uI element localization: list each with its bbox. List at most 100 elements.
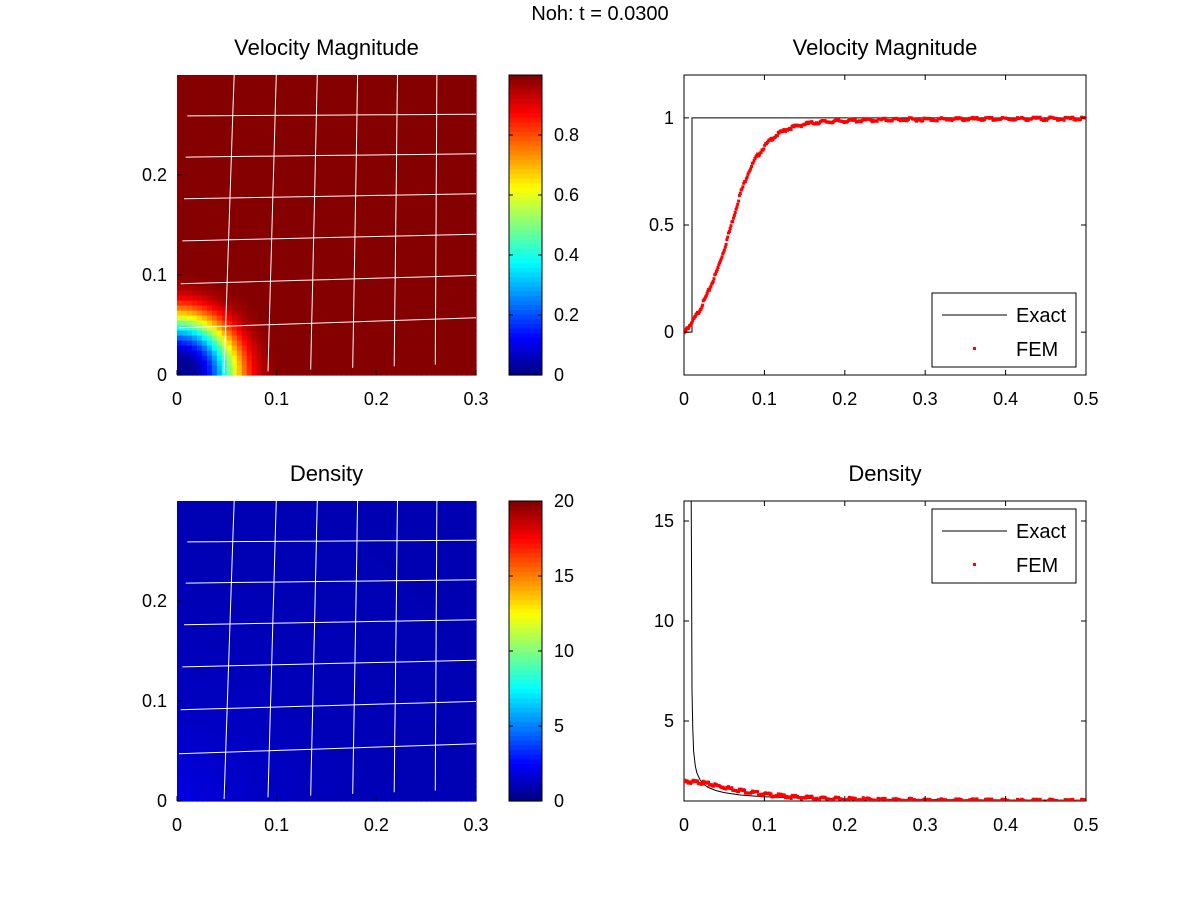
- heatmap-cell: [206, 701, 213, 707]
- heatmap-cell: [336, 110, 343, 116]
- heatmap-cell: [436, 75, 442, 81]
- heatmap-cell: [231, 536, 238, 542]
- heatmap-cell: [271, 235, 278, 241]
- heatmap-cell: [221, 90, 228, 96]
- heatmap-cell: [181, 741, 188, 747]
- heatmap-cell: [261, 305, 268, 311]
- fem-point: [875, 119, 879, 123]
- heatmap-cell: [256, 185, 263, 191]
- heatmap-cell: [251, 210, 258, 216]
- heatmap-cell: [256, 285, 263, 291]
- heatmap-cell: [251, 240, 258, 246]
- heatmap-cell: [431, 115, 437, 121]
- heatmap-cell: [231, 265, 238, 271]
- heatmap-cell: [321, 290, 328, 296]
- heatmap-cell: [336, 140, 343, 146]
- heatmap-cell: [381, 215, 387, 221]
- heatmap-cell: [396, 270, 402, 276]
- heatmap-cell: [336, 325, 343, 331]
- heatmap-cell: [201, 541, 208, 547]
- heatmap-cell: [416, 340, 422, 346]
- heatmap-cell: [181, 160, 188, 166]
- heatmap-cell: [401, 165, 407, 171]
- heatmap-cell: [206, 746, 213, 752]
- heatmap-cell: [177, 350, 183, 356]
- heatmap-cell: [201, 596, 208, 602]
- heatmap-cell: [416, 175, 422, 181]
- heatmap-cell: [366, 165, 372, 171]
- heatmap-cell: [336, 195, 343, 201]
- heatmap-cell: [471, 270, 477, 276]
- heatmap-cell: [316, 325, 323, 331]
- heatmap-cell: [186, 355, 193, 361]
- colorbar-band: [509, 309, 542, 315]
- heatmap-cell: [186, 200, 193, 206]
- heatmap-cell: [191, 80, 198, 86]
- heatmap-cell: [291, 120, 298, 126]
- heatmap-cell: [211, 235, 218, 241]
- heatmap-cell: [211, 295, 218, 301]
- heatmap-cell: [371, 160, 377, 166]
- heatmap-cell: [441, 170, 447, 176]
- heatmap-cell: [206, 626, 213, 632]
- heatmap-cell: [226, 100, 233, 106]
- heatmap-cell: [356, 245, 362, 251]
- heatmap-cell: [371, 80, 377, 86]
- heatmap-cell: [231, 511, 238, 517]
- heatmap-cell: [266, 235, 273, 241]
- heatmap-cell: [391, 315, 397, 321]
- heatmap-cell: [251, 360, 258, 366]
- heatmap-cell: [416, 200, 422, 206]
- heatmap-cell: [241, 140, 248, 146]
- heatmap-cell: [331, 285, 338, 291]
- heatmap-cell: [306, 365, 313, 371]
- heatmap-cell: [406, 235, 412, 241]
- heatmap-cell: [191, 145, 198, 151]
- heatmap-cell: [381, 285, 387, 291]
- heatmap-cell: [291, 215, 298, 221]
- x-tick-label: 0.4: [993, 389, 1018, 409]
- heatmap-cell: [456, 140, 462, 146]
- heatmap-cell: [196, 571, 203, 577]
- heatmap-cell: [306, 230, 313, 236]
- heatmap-cell: [241, 190, 248, 196]
- heatmap-cell: [261, 180, 268, 186]
- heatmap-cell: [301, 355, 308, 361]
- heatmap-cell: [201, 215, 208, 221]
- heatmap-cell: [241, 105, 248, 111]
- heatmap-cell: [321, 190, 328, 196]
- heatmap-cell: [331, 85, 338, 91]
- heatmap-cell: [406, 355, 412, 361]
- heatmap-cell: [216, 285, 223, 291]
- heatmap-cell: [211, 240, 218, 246]
- heatmap-cell: [181, 586, 188, 592]
- heatmap-cell: [226, 355, 233, 361]
- heatmap-cell: [261, 190, 268, 196]
- colorbar-band: [509, 93, 542, 100]
- heatmap-cell: [216, 771, 223, 777]
- heatmap-cell: [201, 646, 208, 652]
- heatmap-cell: [216, 541, 223, 547]
- heatmap-cell: [186, 691, 193, 697]
- heatmap-cell: [241, 626, 248, 632]
- heatmap-cell: [406, 295, 412, 301]
- heatmap-cell: [191, 110, 198, 116]
- heatmap-cell: [306, 265, 313, 271]
- heatmap-cell: [276, 250, 283, 256]
- fem-point: [737, 194, 741, 198]
- heatmap-cell: [456, 370, 462, 376]
- heatmap-cell: [366, 105, 372, 111]
- heatmap-cell: [406, 310, 412, 316]
- heatmap-cell: [196, 686, 203, 692]
- heatmap-cell: [431, 340, 437, 346]
- heatmap-cell: [216, 135, 223, 141]
- heatmap-cell: [206, 200, 213, 206]
- heatmap-cell: [351, 230, 357, 236]
- heatmap-cell: [271, 110, 278, 116]
- heatmap-cell: [221, 516, 228, 522]
- heatmap-cell: [286, 105, 293, 111]
- heatmap-cell: [226, 656, 233, 662]
- heatmap-cell: [331, 340, 338, 346]
- heatmap-cell: [211, 721, 218, 727]
- heatmap-cell: [226, 150, 233, 156]
